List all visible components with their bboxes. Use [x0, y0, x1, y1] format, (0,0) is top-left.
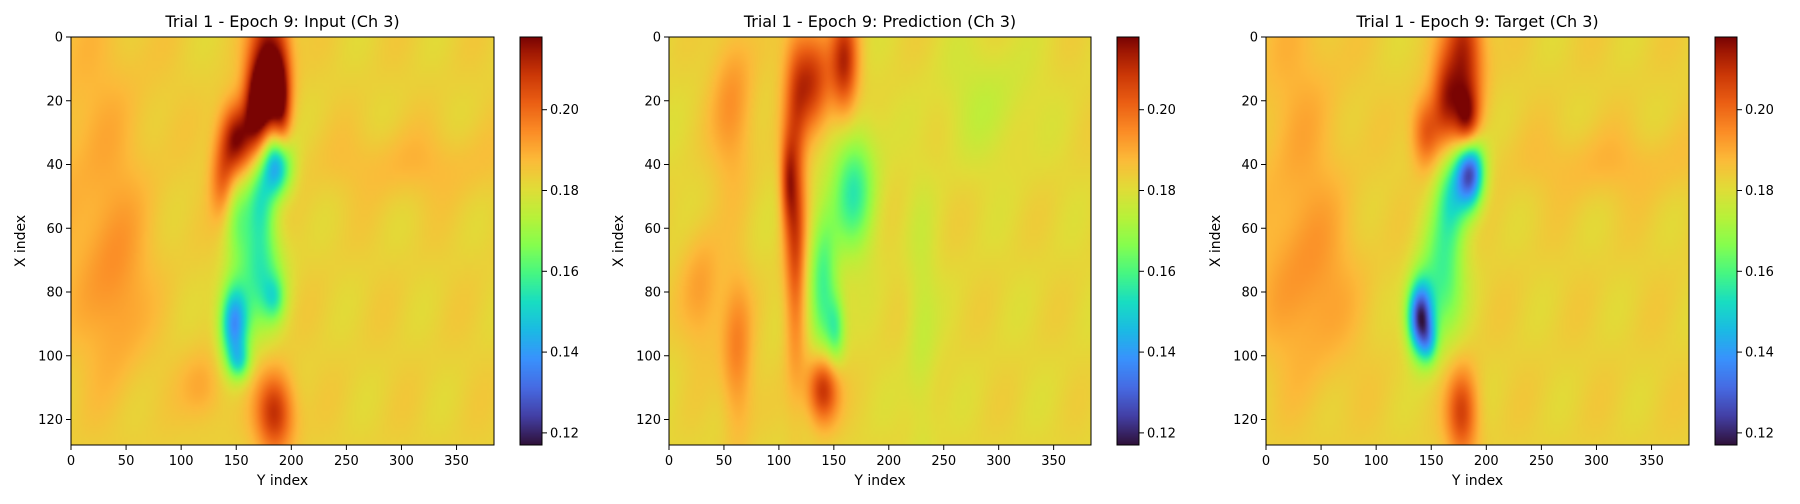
heatmap-image [71, 37, 494, 445]
y-tick-label: 0 [1250, 31, 1258, 46]
colorbar-tick-label: 0.14 [1147, 346, 1176, 361]
x-tick-label: 150 [1419, 454, 1444, 469]
chart-panel-1: Trial 1 - Epoch 9: Input (Ch 3) 0 50 100 150… [13, 12, 579, 489]
colorbar-tick-label: 0.18 [550, 184, 579, 199]
colorbar [1117, 37, 1139, 445]
axes-frame [70, 36, 495, 446]
y-tick-label: 0 [653, 31, 661, 46]
y-axis-label: X index [611, 215, 627, 267]
chart-title: Trial 1 - Epoch 9: Prediction (Ch 3) [743, 12, 1016, 31]
x-tick-label: 250 [334, 454, 359, 469]
colorbar-tick-label: 0.14 [1745, 346, 1774, 361]
heatmap-image [669, 37, 1091, 445]
colorbar-frame [1116, 36, 1140, 446]
x-tick-label: 250 [1529, 454, 1554, 469]
x-tick-label: 350 [1639, 454, 1664, 469]
axes-frame [1265, 36, 1690, 446]
y-tick-label: 60 [46, 222, 63, 237]
y-tick-label: 100 [636, 349, 661, 364]
colorbar-tick-label: 0.16 [1745, 265, 1774, 280]
x-tick-label: 100 [169, 454, 194, 469]
y-tick-label: 20 [1241, 94, 1258, 109]
colorbar-tick-label: 0.16 [550, 265, 579, 280]
x-tick-label: 350 [444, 454, 469, 469]
x-tick-label: 200 [279, 454, 304, 469]
y-tick-label: 40 [644, 158, 661, 173]
y-tick-label: 120 [1233, 413, 1258, 428]
y-tick-label: 80 [46, 286, 63, 301]
y-tick-label: 60 [644, 222, 661, 237]
heatmap-image [1266, 37, 1689, 445]
y-tick-label: 80 [1241, 286, 1258, 301]
y-tick-label: 20 [644, 94, 661, 109]
colorbar-tick-label: 0.18 [1745, 184, 1774, 199]
y-tick-label: 40 [1241, 158, 1258, 173]
colorbar [1715, 37, 1737, 445]
x-tick-label: 50 [1313, 454, 1330, 469]
chart-title: Trial 1 - Epoch 9: Input (Ch 3) [164, 12, 399, 31]
x-tick-label: 50 [118, 454, 135, 469]
x-tick-label: 100 [1364, 454, 1389, 469]
y-tick-label: 0 [55, 31, 63, 46]
y-tick-label: 80 [644, 286, 661, 301]
x-tick-label: 150 [821, 454, 846, 469]
y-tick-label: 60 [1241, 222, 1258, 237]
x-tick-label: 300 [389, 454, 414, 469]
x-tick-label: 0 [1262, 454, 1270, 469]
y-tick-label: 120 [636, 413, 661, 428]
colorbar-tick-label: 0.18 [1147, 184, 1176, 199]
colorbar-tick-label: 0.20 [550, 103, 579, 118]
x-tick-label: 150 [224, 454, 249, 469]
x-axis-label: Y index [853, 473, 905, 489]
x-tick-label: 200 [876, 454, 901, 469]
colorbar-frame [1714, 36, 1738, 446]
x-tick-label: 350 [1041, 454, 1066, 469]
y-tick-label: 120 [38, 413, 63, 428]
colorbar-tick-label: 0.14 [550, 346, 579, 361]
x-tick-label: 100 [766, 454, 791, 469]
colorbar-tick-label: 0.20 [1745, 103, 1774, 118]
x-tick-label: 300 [986, 454, 1011, 469]
chart-panel-3: Trial 1 - Epoch 9: Target (Ch 3) 0 50 100 15… [1208, 12, 1774, 489]
x-tick-label: 50 [716, 454, 733, 469]
colorbar-tick-label: 0.12 [550, 426, 579, 441]
x-axis-label: Y index [1451, 473, 1503, 489]
colorbar-tick-label: 0.12 [1745, 426, 1774, 441]
y-tick-label: 100 [1233, 349, 1258, 364]
chart-panel-2: Trial 1 - Epoch 9: Prediction (Ch 3) 0 50 1… [611, 12, 1176, 489]
colorbar-tick-label: 0.20 [1147, 103, 1176, 118]
x-tick-label: 250 [931, 454, 956, 469]
y-axis-label: X index [1208, 215, 1224, 267]
x-tick-label: 0 [665, 454, 673, 469]
x-tick-label: 200 [1474, 454, 1499, 469]
y-tick-label: 20 [46, 94, 63, 109]
y-axis-label: X index [13, 215, 29, 267]
chart-title: Trial 1 - Epoch 9: Target (Ch 3) [1355, 12, 1598, 31]
x-tick-label: 300 [1584, 454, 1609, 469]
colorbar-tick-label: 0.16 [1147, 265, 1176, 280]
colorbar-frame [519, 36, 543, 446]
axes-frame [668, 36, 1092, 446]
y-tick-label: 100 [38, 349, 63, 364]
y-tick-label: 40 [46, 158, 63, 173]
colorbar [520, 37, 542, 445]
x-axis-label: Y index [256, 473, 308, 489]
x-tick-label: 0 [67, 454, 75, 469]
colorbar-tick-label: 0.12 [1147, 426, 1176, 441]
